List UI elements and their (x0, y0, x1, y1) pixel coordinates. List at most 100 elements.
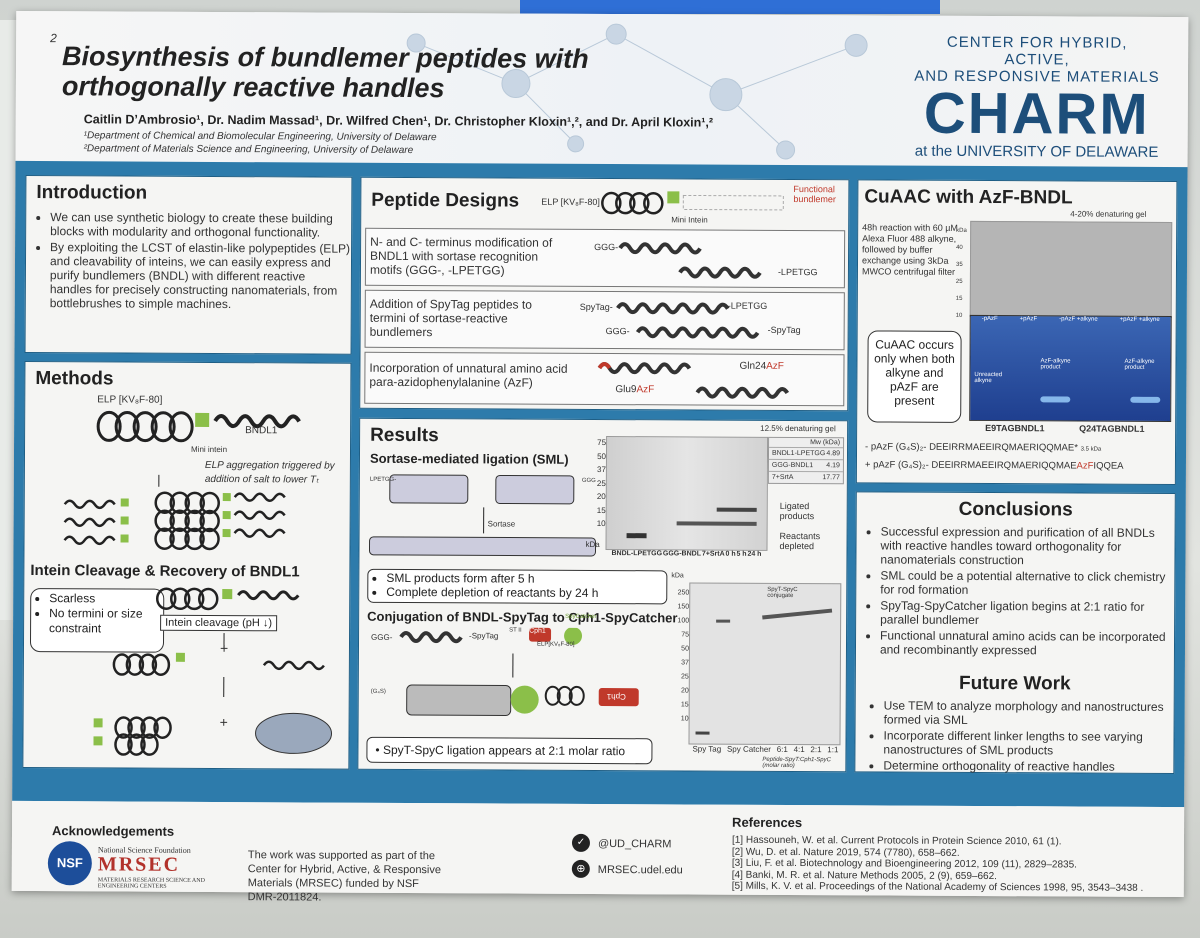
gel-title: 12.5% denaturing gel (760, 423, 836, 434)
sml-result: SML products form after 5 h (386, 571, 660, 586)
product-label: AzF-alkyne product (1124, 358, 1155, 371)
azf-text: AzF (636, 384, 655, 396)
nsf-logo: NSF (47, 841, 92, 886)
lane-label: 1:1 (827, 745, 839, 755)
twitter-icon: ✓ (571, 833, 591, 852)
ladder-tick: 37 (681, 659, 689, 667)
conclusion-bullet: SML could be a potential alternative to … (880, 568, 1170, 598)
mrsec-subtitle: MATERIALS RESEARCH SCIENCE AND ENGINEERI… (97, 877, 205, 890)
poster-header: 2 Biosynthesis of bundlemer peptides wit… (15, 10, 1189, 168)
mw-value: 17.77 (822, 474, 840, 482)
ladder-tick: 20 (680, 687, 689, 695)
ladder-tick: 20 (596, 491, 606, 502)
affiliation-1: ¹Department of Chemical and Biomolecular… (83, 130, 437, 144)
lane-label: GGG-BNDL (662, 550, 702, 558)
mw-row: 7+SrtA 17.77 (768, 470, 843, 484)
monitor-edge (520, 0, 940, 14)
lane-label: 0 h (725, 550, 736, 558)
conclusions-panel: Conclusions Successful expression and pu… (854, 491, 1176, 776)
ladder-tick: 40 (956, 244, 963, 251)
azf-text: AzF (766, 360, 784, 372)
website-link[interactable]: MRSEC.udel.edu (597, 863, 683, 877)
cuaac-panel: CuAAC with AzF-BNDL 4-20% denaturing gel… (855, 179, 1178, 486)
funding-statement: The work was supported as part of the Ce… (247, 849, 442, 904)
glu9-label: Glu9AzF (615, 384, 654, 395)
results-heading: Results (370, 424, 439, 447)
sml-result-box: SML products form after 5 hComplete depl… (367, 568, 668, 605)
gel2-lanes: Spy Tag Spy Catcher 6:1 4:1 2:1 1:1 (692, 744, 838, 754)
gel2-caption: Peptide-SpyT:Cph1-SpyC (molar ratio) (762, 756, 832, 770)
future-bullet: Determine orthogonality of reactive hand… (883, 758, 1173, 774)
design-row-3: Incorporation of unnatural amino acid pa… (364, 351, 845, 407)
ladder-tick: 75 (597, 437, 607, 448)
ladder-tick: 100 (677, 617, 690, 625)
mw-header: Mw (kDa) (810, 439, 841, 447)
intein-construct (155, 587, 300, 611)
cuaac-result-box: CuAAC occurs only when both alkyne and p… (867, 330, 962, 423)
kda-label: kDa (585, 539, 600, 549)
peptide-designs-heading: Peptide Designs (371, 189, 520, 212)
lane-label: Spy Catcher (726, 744, 772, 754)
ladder-tick: 150 (677, 603, 690, 611)
globe-icon: ⊕ (571, 859, 590, 878)
glu9-text: Glu9 (615, 384, 637, 396)
sml-gel-image (605, 436, 769, 551)
cuaac-gel-gray (969, 220, 1173, 318)
method-box-item: Scarless (49, 591, 157, 607)
poster-number: 2 (50, 31, 57, 46)
poster-title: Biosynthesis of bundlemer peptides with … (61, 41, 589, 104)
helix-pair (616, 302, 760, 339)
future-work-list: Use TEM to analyze morphology and nanost… (869, 698, 1173, 776)
intro-bullet: We can use synthetic biology to create t… (50, 210, 350, 240)
mw-value: 4.19 (826, 462, 840, 470)
intro-bullet: By exploiting the LCST of elastin-like p… (50, 240, 350, 312)
ladder-tick: 25 (596, 478, 606, 488)
results-panel: Results Sortase-mediated ligation (SML) … (357, 417, 849, 773)
ladder-tick: 35 (955, 261, 963, 268)
spycatcher-label: SpyCatcher (565, 613, 597, 620)
gel-title: 4-20% denaturing gel (1070, 209, 1147, 219)
poster-footer: Acknowledgements NSF National Science Fo… (11, 800, 1185, 904)
methods-heading: Methods (35, 368, 114, 390)
twitter-handle[interactable]: @UD_CHARM (597, 837, 672, 851)
lane-label: Spy Tag (692, 744, 722, 754)
spytag-tag: SpyTag- (579, 301, 613, 313)
cuaac-heading: CuAAC with AzF-BNDL (864, 186, 1073, 209)
reactants-depleted-label: Reactants depleted (779, 530, 821, 552)
fluor-band (1130, 396, 1161, 403)
gel-band (626, 533, 647, 539)
cuaac-gel-fluorescent: -pAzF +pAzF -pAzF +alkyne +pAzF +alkyne Unr… (969, 314, 1172, 422)
cph1-label: Cph1 (606, 692, 626, 702)
unreacted-label: Unreacted alkyne (974, 371, 1003, 385)
logo-wordmark: CHARM (923, 80, 1150, 147)
gel-band (676, 521, 757, 526)
lane-label: +pAzF (1019, 316, 1038, 323)
ladder-tick: 10 (596, 518, 606, 529)
future-work-heading: Future Work (958, 672, 1071, 695)
intein-cleavage-label: Intein cleavage (pH ↓) (160, 614, 278, 632)
lane-label: 2:1 (810, 745, 822, 755)
seq-note: 3.5 kDa (1080, 446, 1102, 453)
helix-pair (618, 242, 762, 279)
gel-a-label: E9TAGBNDL1 (985, 423, 1045, 434)
design-row-text: Addition of SpyTag peptides to termini o… (369, 296, 532, 340)
plus-sign: + (219, 714, 228, 731)
design-row-1: N- and C- terminus modification of BNDL1… (364, 227, 846, 289)
aggregate-diagram (63, 474, 286, 551)
sequence-minus: - pAzF (G₄S)₂- DEEIRRMAEEIRQMAERIQQMAE* … (865, 440, 1101, 456)
gel-band (716, 619, 731, 623)
seq-text: IQQEA (1093, 460, 1124, 472)
cuaac-description: 48h reaction with 60 µM Alexa Fluor 488 … (861, 222, 958, 277)
gel2-ladder: 250 150 100 75 50 37 25 20 15 10 (669, 586, 690, 726)
reference-item: [5] Mills, K. V. et al. Proceedings of t… (731, 880, 1144, 894)
logo-line-1: CENTER FOR HYBRID, ACTIVE, (946, 33, 1128, 69)
mw-value: 4.89 (826, 450, 841, 458)
lane-label: BNDL-LPETGG (611, 550, 663, 558)
conclusions-heading: Conclusions (958, 498, 1073, 521)
bndl1-label: BNDL1 (245, 425, 278, 437)
sml-diagram (368, 474, 597, 557)
ladder-tick: 25 (955, 278, 963, 285)
conjugation-result: SpyT-SpyC ligation appears at 2:1 molar … (382, 742, 626, 759)
introduction-list: We can use synthetic biology to create t… (36, 210, 351, 314)
